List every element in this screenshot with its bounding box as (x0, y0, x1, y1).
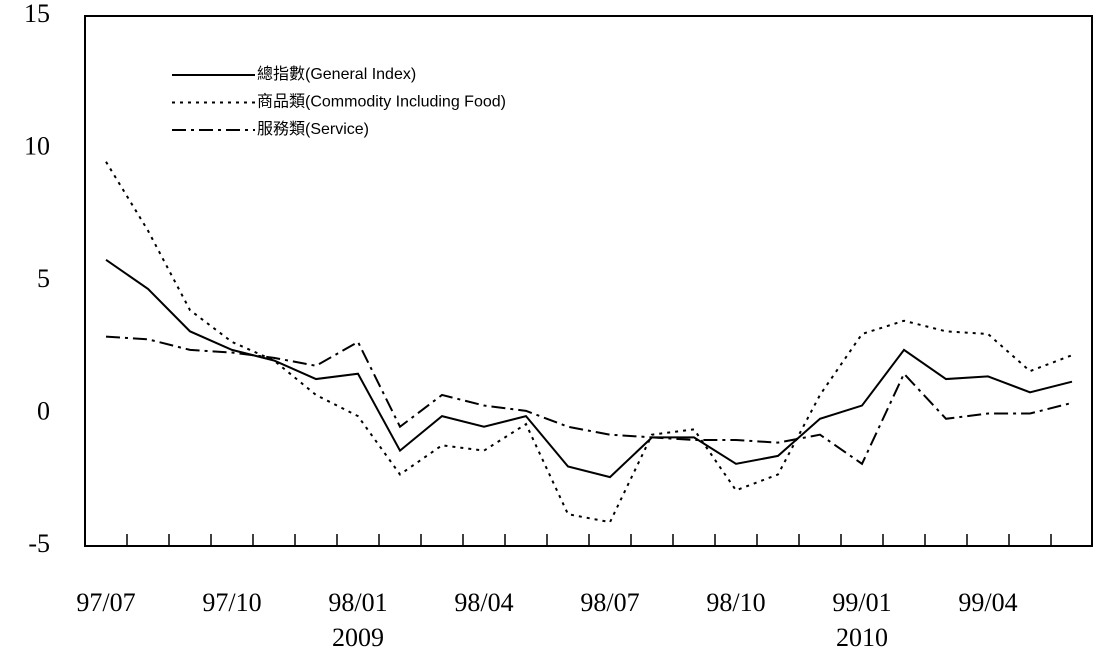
x-tick-label: 97/07 (76, 588, 135, 617)
y-tick-label: 0 (37, 396, 50, 425)
y-tick-label: 10 (24, 131, 50, 160)
year-label: 2009 (332, 623, 384, 652)
year-label: 2010 (836, 623, 888, 652)
y-tick-label: -5 (28, 529, 50, 558)
y-tick-label: 15 (24, 0, 50, 28)
legend-label: 商品類(Commodity Including Food) (257, 93, 506, 111)
x-tick-label: 98/01 (328, 588, 387, 617)
legend-label: 總指數(General Index) (257, 65, 416, 83)
x-tick-label: 98/10 (706, 588, 765, 617)
legend-label: 服務類(Service) (257, 120, 369, 138)
x-tick-label: 98/07 (580, 588, 639, 617)
plot-frame (84, 15, 1093, 547)
y-tick-label: 5 (37, 264, 50, 293)
x-tick-label: 99/01 (832, 588, 891, 617)
x-tick-label: 99/04 (958, 588, 1017, 617)
x-tick-label: 98/04 (454, 588, 513, 617)
series-line (105, 335, 1073, 466)
series-line (105, 258, 1073, 479)
series-line (105, 161, 1073, 524)
x-tick-label: 97/10 (202, 588, 261, 617)
